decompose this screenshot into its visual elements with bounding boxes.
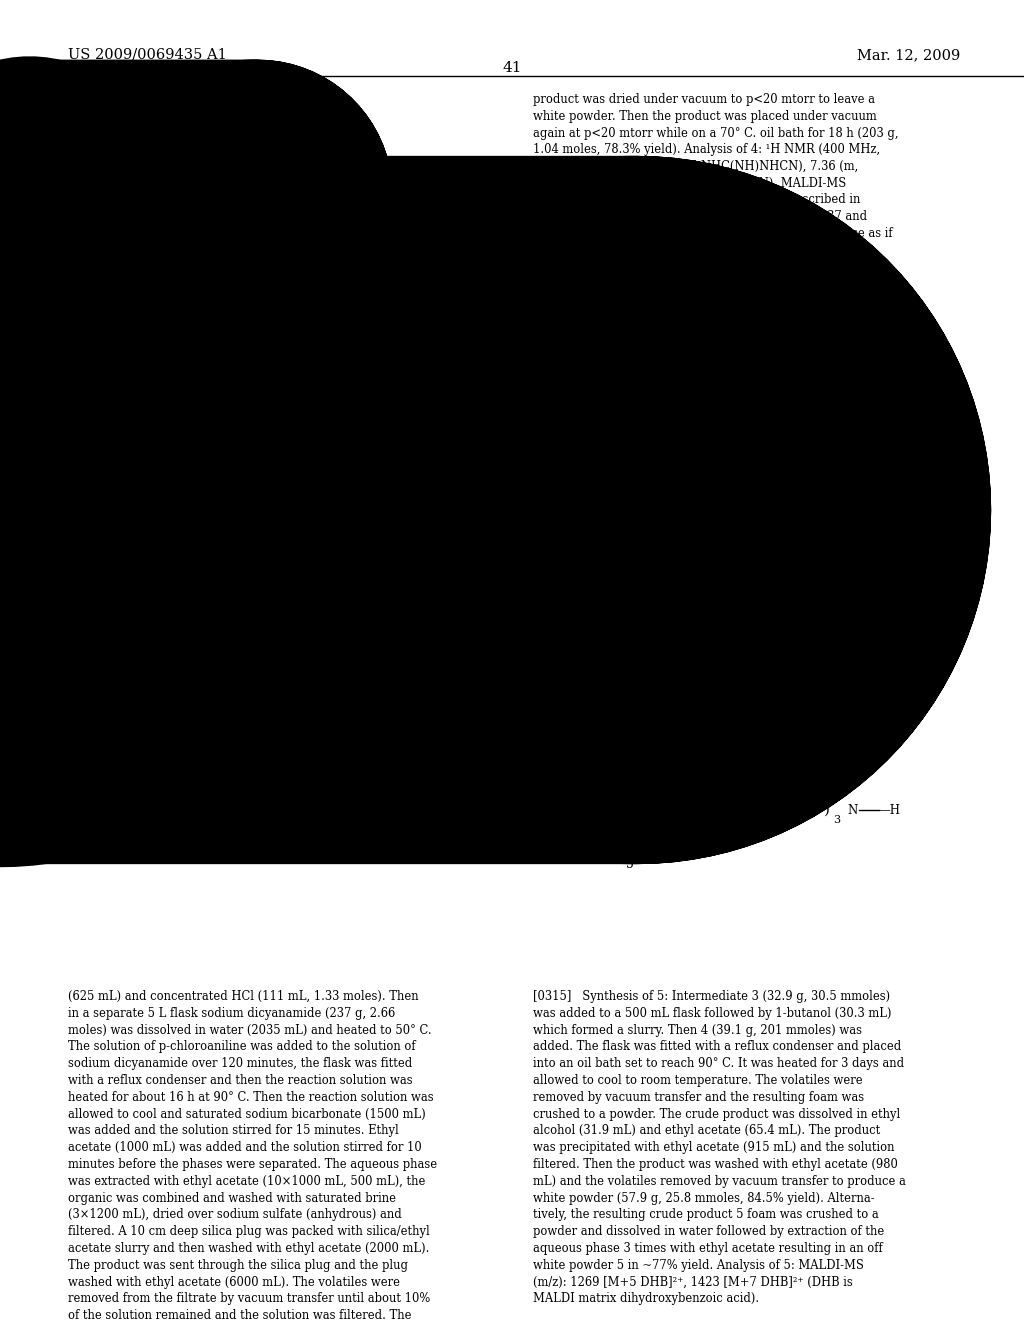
Text: NH: NH	[358, 210, 379, 223]
Text: [0314]   Synthesis of compound 4 has been described in
patent GB599722 and J. Ch: [0314] Synthesis of compound 4 has been …	[534, 193, 893, 306]
Text: ⊕: ⊕	[189, 498, 197, 507]
Text: N: N	[620, 804, 630, 817]
Text: 4: 4	[386, 289, 394, 302]
Text: NH: NH	[798, 705, 818, 718]
Text: 2) NaN(CN)₂: 2) NaN(CN)₂	[259, 187, 331, 198]
Text: —Cl: —Cl	[481, 252, 506, 264]
Text: H: H	[807, 667, 817, 676]
Text: NC: NC	[284, 239, 303, 252]
Text: 3: 3	[425, 515, 432, 525]
Text: 8+: 8+	[844, 587, 860, 597]
Text: H: H	[501, 818, 511, 829]
Text: 8+: 8+	[618, 465, 635, 475]
Text: N: N	[515, 804, 525, 817]
Text: ): )	[416, 503, 422, 517]
Text: H: H	[358, 488, 368, 499]
Text: NH: NH	[804, 722, 824, 735]
Text: ): )	[824, 803, 830, 817]
Text: 1) HCl: 1) HCl	[276, 173, 313, 183]
Text: NH: NH	[772, 391, 793, 404]
Text: ⊕: ⊕	[602, 667, 610, 676]
Text: ⊕: ⊕	[96, 498, 104, 507]
Text: NC: NC	[749, 404, 768, 417]
Text: NH: NH	[781, 664, 802, 677]
Text: Cl: Cl	[613, 586, 627, 599]
Text: Cl: Cl	[764, 586, 776, 599]
Text: [0313]   Synthesis of 4: The compound p-chloroaniline (170
g, 1.33 moles) was ad: [0313] Synthesis of 4: The compound p-ch…	[68, 345, 432, 374]
Text: N: N	[352, 503, 362, 516]
Text: 3: 3	[236, 561, 244, 574]
Text: H: H	[346, 488, 356, 499]
Text: H: H	[172, 488, 182, 499]
Text: NH: NH	[783, 686, 804, 700]
Text: product was dried under vacuum to p<20 mtorr to leave a
white powder. Then the p: product was dried under vacuum to p<20 m…	[534, 92, 898, 207]
Text: ⊕: ⊕	[818, 667, 826, 676]
Text: Mar. 12, 2009: Mar. 12, 2009	[857, 48, 961, 62]
Text: N: N	[848, 804, 858, 817]
Text: [0315]   Synthesis of 5: Intermediate 3 (32.9 g, 30.5 mmoles)
was added to a 500: [0315] Synthesis of 5: Intermediate 3 (3…	[534, 990, 906, 1305]
Text: (625 mL) and concentrated HCl (111 mL, 1.33 moles). Then
in a separate 5 L flask: (625 mL) and concentrated HCl (111 mL, 1…	[68, 990, 437, 1320]
Text: NH: NH	[564, 705, 585, 718]
Text: —H: —H	[878, 804, 900, 817]
Text: H₂O: H₂O	[284, 205, 306, 215]
Text: NH—: NH—	[787, 446, 820, 459]
Text: 3: 3	[834, 814, 841, 825]
Text: H: H	[591, 667, 601, 676]
Text: N: N	[178, 503, 188, 516]
Text: —Cl: —Cl	[225, 189, 250, 202]
Text: NH—: NH—	[354, 252, 387, 264]
Text: (OAc)₈: (OAc)₈	[591, 564, 629, 577]
Text: ⊕: ⊕	[513, 820, 521, 829]
Text: (OAc)₈: (OAc)₈	[816, 689, 854, 701]
Text: N: N	[85, 503, 95, 516]
Text: H: H	[184, 488, 194, 499]
Text: NH: NH	[307, 226, 328, 239]
Text: 4: 4	[711, 532, 719, 544]
Text: ⊕: ⊕	[362, 498, 371, 507]
Text: NH: NH	[823, 375, 844, 388]
Text: NH: NH	[606, 664, 627, 677]
Text: 5: 5	[626, 858, 634, 871]
Text: NH: NH	[582, 686, 602, 700]
Text: US 2009/0069435 A1: US 2009/0069435 A1	[68, 48, 226, 62]
Text: —Cl: —Cl	[911, 446, 936, 459]
Text: N: N	[760, 804, 770, 817]
Text: H: H	[73, 506, 83, 515]
Text: —H: —H	[434, 503, 456, 516]
Text: NH: NH	[560, 722, 581, 735]
Text: NH: NH	[818, 738, 839, 751]
Text: NH₂: NH₂	[121, 189, 145, 202]
Text: NH: NH	[544, 738, 564, 751]
Text: 41: 41	[502, 61, 522, 75]
Text: H: H	[75, 519, 85, 529]
